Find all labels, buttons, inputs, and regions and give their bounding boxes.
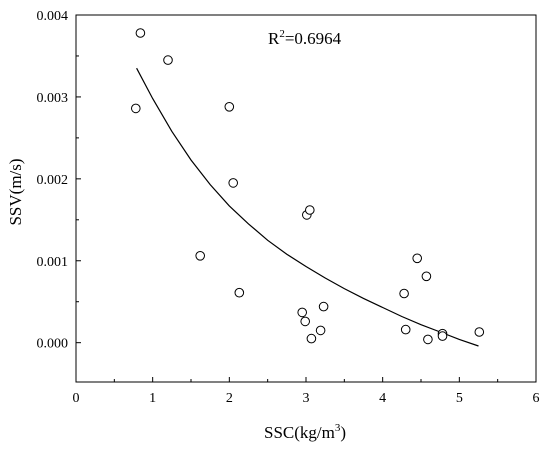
x-axis-title-tail: ) xyxy=(340,423,346,442)
y-tick-label: 0.001 xyxy=(37,255,69,270)
data-point xyxy=(305,205,315,215)
data-point xyxy=(423,334,433,345)
data-point xyxy=(234,287,245,298)
data-point xyxy=(474,327,485,337)
axes: 0 1 2 3 4 5 6 0.000 0.001 0.002 0.003 0.004 xyxy=(37,9,540,406)
x-tick-label: 0 xyxy=(73,391,80,406)
data-point xyxy=(228,178,238,188)
plot-area xyxy=(131,28,485,347)
data-point xyxy=(412,253,423,264)
x-axis-title-main: SSC(kg/m xyxy=(264,423,335,442)
data-point xyxy=(315,325,326,336)
x-tick-label: 5 xyxy=(456,391,463,406)
data-point xyxy=(300,316,311,327)
data-point xyxy=(131,103,141,114)
data-point xyxy=(437,331,448,341)
data-point xyxy=(421,271,432,282)
y-tick-label: 0.003 xyxy=(37,91,69,106)
x-axis-title: SSC(kg/m3) xyxy=(264,422,346,442)
r-squared-annotation: R2=0.6964 xyxy=(268,28,342,48)
annotation-main: R xyxy=(268,29,280,48)
y-axis-title: SSV(m/s) xyxy=(6,158,25,225)
data-point xyxy=(399,288,409,299)
data-point xyxy=(195,251,205,261)
x-axis-title-superscript: 3 xyxy=(335,422,341,434)
data-point xyxy=(306,333,317,344)
annotation-tail: =0.6964 xyxy=(285,29,342,48)
data-point xyxy=(224,102,235,112)
y-tick-label: 0.004 xyxy=(37,9,69,24)
x-tick-label: 6 xyxy=(533,391,540,406)
data-point xyxy=(318,301,329,312)
x-tick-label: 1 xyxy=(149,391,156,406)
annotation-superscript: 2 xyxy=(279,28,285,40)
y-tick-label: 0.000 xyxy=(37,337,69,352)
plot-frame xyxy=(75,14,537,383)
data-point xyxy=(135,28,146,38)
data-point xyxy=(297,307,308,318)
x-tick-label: 2 xyxy=(226,391,233,406)
fit-curve xyxy=(136,67,479,347)
data-point xyxy=(400,324,411,335)
x-tick-label: 4 xyxy=(379,391,386,406)
data-point xyxy=(163,55,173,65)
x-tick-label: 3 xyxy=(303,391,310,406)
y-tick-label: 0.002 xyxy=(37,173,69,188)
